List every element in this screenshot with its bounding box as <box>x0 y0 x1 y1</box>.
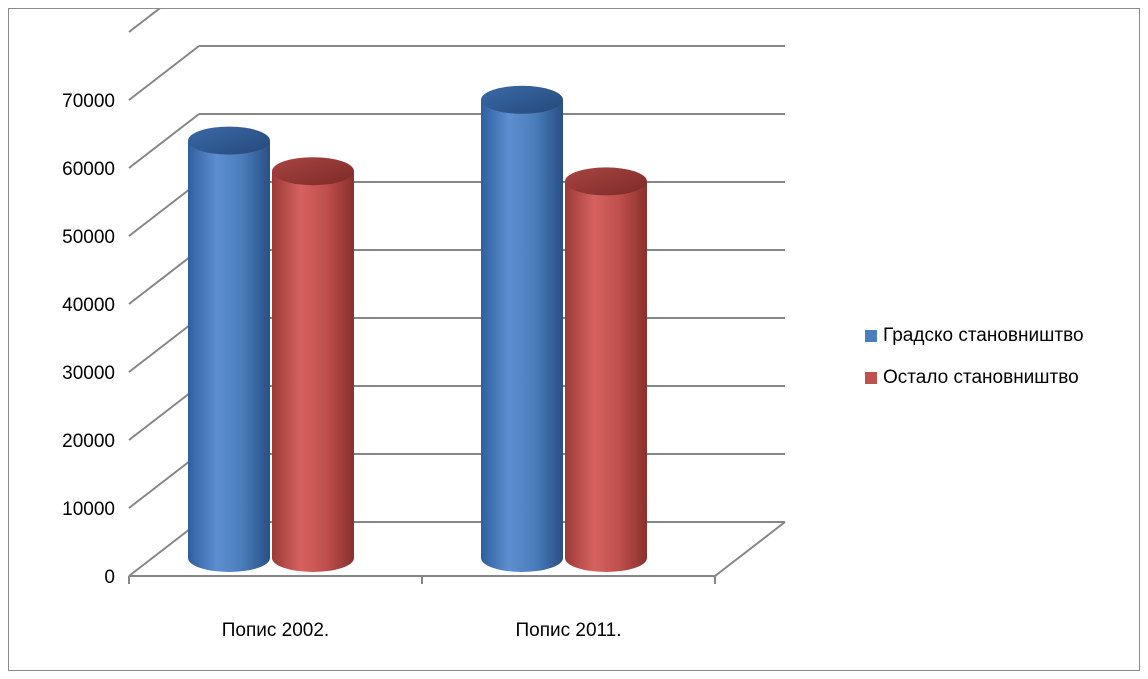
bar-other-0 <box>272 157 354 572</box>
wall-gridline <box>128 317 200 373</box>
wall-gridline <box>128 45 200 101</box>
wall-gridline <box>128 249 200 305</box>
wall-gridline <box>128 453 200 509</box>
bar-other-1 <box>565 167 647 572</box>
y-tick-label: 40000 <box>62 295 115 316</box>
y-tick-label: 70000 <box>62 91 115 112</box>
legend: Градско становништво Остало становништво <box>865 321 1084 405</box>
legend-swatch <box>865 330 877 342</box>
legend-item: Градско становништво <box>865 321 1084 351</box>
chart-frame: 0 10000 20000 30000 40000 50000 60000 70000 Попи… <box>8 8 1140 671</box>
y-tick-label: 10000 <box>62 499 115 520</box>
cylinder-body <box>481 99 563 573</box>
wall-gridline <box>128 385 200 441</box>
wall-gridline <box>128 113 200 169</box>
bar-urban-0 <box>188 126 270 572</box>
cylinder-body <box>272 171 354 572</box>
wall-gridline <box>128 521 200 577</box>
floor-edge <box>714 521 786 577</box>
legend-item: Остало становништво <box>865 363 1084 393</box>
x-category-label: Попис 2011. <box>515 620 621 641</box>
cylinder-top <box>481 85 563 114</box>
cylinder-top <box>272 157 354 186</box>
y-tick-label: 60000 <box>62 159 115 180</box>
cylinder-body <box>188 140 270 572</box>
cylinder-body <box>565 181 647 572</box>
legend-label: Градско становништво <box>883 325 1084 346</box>
y-tick-label: 50000 <box>62 227 115 248</box>
chart-plot: 0 10000 20000 30000 40000 50000 60000 70000 Попи… <box>62 9 786 641</box>
y-tick-label: 0 <box>104 567 115 588</box>
legend-swatch <box>865 372 877 384</box>
wall-gridline <box>128 9 161 33</box>
bar-urban-1 <box>481 85 563 573</box>
y-tick-label: 20000 <box>62 431 115 452</box>
cylinder-top <box>565 167 647 196</box>
y-tick-label: 30000 <box>62 363 115 384</box>
x-category-label: Попис 2002. <box>222 620 329 641</box>
wall-gridline <box>128 181 200 237</box>
cylinder-top <box>188 126 270 155</box>
legend-label: Остало становништво <box>883 367 1079 388</box>
